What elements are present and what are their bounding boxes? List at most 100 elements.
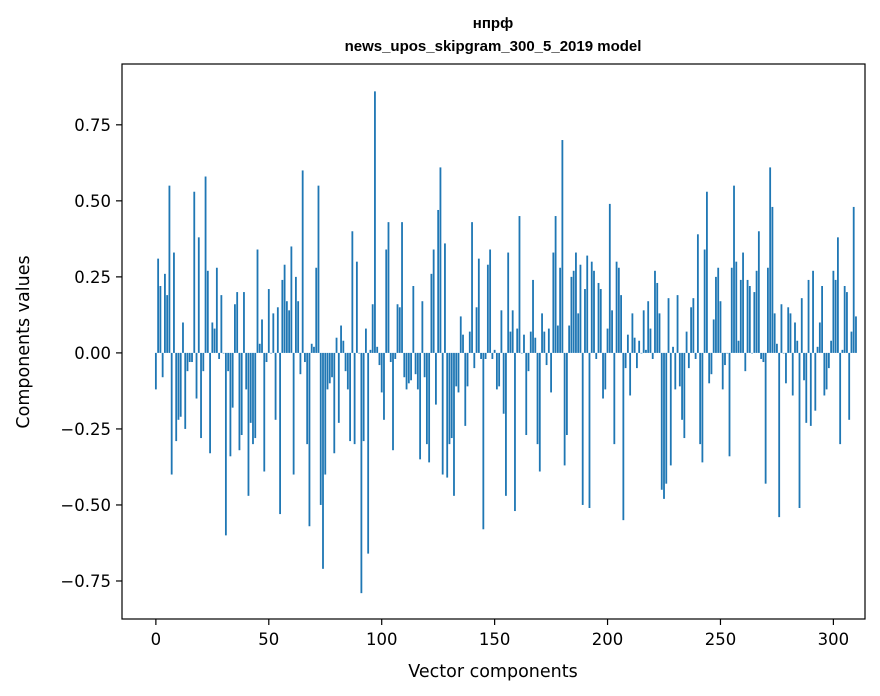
- bar: [240, 352, 243, 436]
- bar: [231, 352, 234, 408]
- bar: [672, 346, 674, 353]
- bar: [324, 352, 327, 475]
- bar: [850, 331, 853, 353]
- bar: [177, 352, 180, 420]
- bar: [491, 352, 494, 359]
- bar: [563, 352, 566, 466]
- bar: [805, 352, 808, 423]
- bar: [660, 352, 663, 490]
- bar: [188, 352, 191, 363]
- bar: [486, 264, 489, 353]
- bar: [319, 352, 322, 505]
- bar: [611, 310, 613, 353]
- bar: [776, 343, 778, 353]
- bar: [392, 352, 394, 451]
- bar: [360, 352, 363, 594]
- bar: [304, 352, 306, 363]
- x-tick-label: 250: [705, 630, 737, 649]
- bar: [676, 295, 679, 353]
- bar: [475, 307, 478, 353]
- bar: [477, 258, 480, 353]
- bar: [778, 352, 781, 518]
- bar: [674, 352, 677, 390]
- bar: [249, 352, 252, 423]
- bar: [721, 352, 724, 390]
- bar: [545, 352, 548, 366]
- bar: [450, 352, 453, 439]
- x-axis-label: Vector components: [408, 662, 577, 682]
- bar: [588, 352, 591, 508]
- y-tick-label: 0.50: [74, 192, 111, 211]
- bar: [852, 206, 855, 353]
- bar: [202, 352, 205, 372]
- bar: [658, 313, 661, 353]
- bar: [340, 325, 342, 353]
- bar: [527, 352, 530, 372]
- bar: [285, 301, 288, 353]
- bar: [706, 191, 708, 353]
- bar: [798, 352, 801, 508]
- bar: [556, 325, 559, 353]
- bar: [412, 286, 415, 353]
- bar: [204, 176, 207, 353]
- bar: [489, 249, 492, 353]
- bar: [157, 258, 160, 353]
- bar: [575, 252, 577, 353]
- plot-frame: [121, 63, 866, 620]
- bar: [385, 249, 388, 353]
- bar: [636, 352, 638, 369]
- bar: [161, 352, 164, 378]
- bar: [328, 352, 331, 384]
- bar: [708, 352, 711, 384]
- bar: [791, 352, 794, 396]
- bar: [193, 191, 196, 353]
- bar: [229, 352, 232, 457]
- bar: [626, 334, 629, 353]
- bar: [466, 352, 469, 387]
- bar: [821, 286, 823, 353]
- bar: [590, 261, 593, 353]
- bar: [855, 316, 857, 353]
- bar: [446, 352, 449, 478]
- bar: [254, 352, 257, 439]
- bar: [796, 340, 799, 353]
- bar: [168, 185, 171, 353]
- bar: [211, 322, 214, 353]
- bar: [471, 222, 473, 353]
- bar: [344, 352, 347, 372]
- bar: [270, 352, 272, 354]
- bar: [559, 267, 562, 353]
- bar: [498, 352, 501, 387]
- bar: [480, 352, 482, 359]
- bar: [166, 295, 169, 353]
- y-tick-label: 0.75: [74, 116, 111, 135]
- bar: [430, 273, 433, 353]
- bar: [687, 352, 690, 369]
- bar: [685, 331, 688, 353]
- bar: [755, 270, 758, 353]
- bar: [699, 352, 702, 445]
- bar: [683, 352, 686, 439]
- bar: [342, 340, 345, 353]
- bar: [175, 352, 178, 442]
- bar: [511, 310, 514, 353]
- bar: [841, 349, 844, 353]
- bar: [534, 337, 537, 353]
- bar: [593, 270, 595, 353]
- bar: [292, 352, 295, 475]
- bar: [733, 185, 735, 353]
- bar: [274, 352, 277, 420]
- bar: [265, 352, 268, 363]
- bar: [407, 352, 410, 384]
- bar: [462, 334, 464, 353]
- bar: [380, 352, 383, 393]
- bar: [577, 313, 580, 353]
- bar: [538, 352, 541, 472]
- bar: [735, 261, 738, 353]
- x-tick-label: 150: [479, 630, 511, 649]
- bar: [355, 261, 358, 353]
- bar: [773, 313, 776, 353]
- bar: [642, 310, 645, 353]
- bar: [782, 352, 785, 354]
